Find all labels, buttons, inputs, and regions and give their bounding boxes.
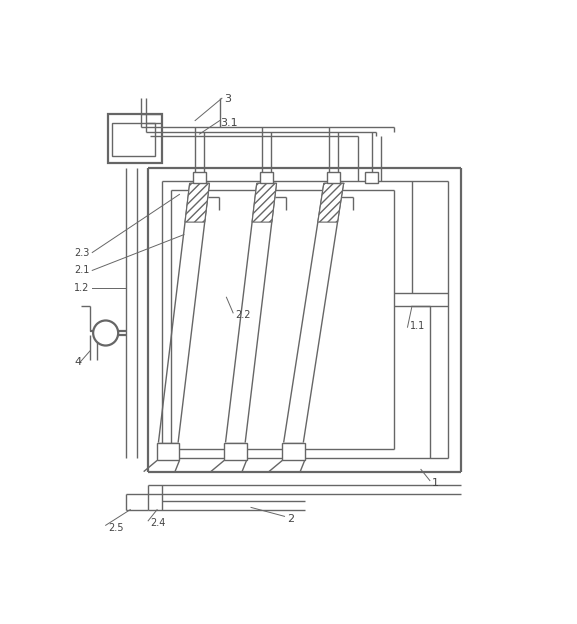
Bar <box>260 172 273 183</box>
Text: 2.2: 2.2 <box>235 310 251 320</box>
Bar <box>193 172 207 183</box>
Text: 2.1: 2.1 <box>74 265 90 275</box>
Bar <box>327 172 340 183</box>
Text: 3.1: 3.1 <box>220 118 237 128</box>
Bar <box>113 123 155 157</box>
Bar <box>108 114 162 163</box>
Text: 2.5: 2.5 <box>108 522 123 532</box>
Polygon shape <box>185 183 209 222</box>
Text: 2.4: 2.4 <box>151 518 166 528</box>
Text: 1: 1 <box>432 478 439 488</box>
Text: 2.3: 2.3 <box>74 248 90 258</box>
Text: 1.1: 1.1 <box>410 321 425 331</box>
Text: 4: 4 <box>74 357 81 367</box>
Text: 1.2: 1.2 <box>74 283 90 293</box>
Polygon shape <box>318 183 343 222</box>
Text: 3: 3 <box>224 94 231 104</box>
Text: 2: 2 <box>287 514 294 524</box>
Circle shape <box>93 321 118 346</box>
Bar <box>282 442 305 461</box>
Polygon shape <box>252 183 276 222</box>
Bar <box>365 172 379 183</box>
Bar <box>157 442 179 461</box>
Bar <box>224 442 246 461</box>
